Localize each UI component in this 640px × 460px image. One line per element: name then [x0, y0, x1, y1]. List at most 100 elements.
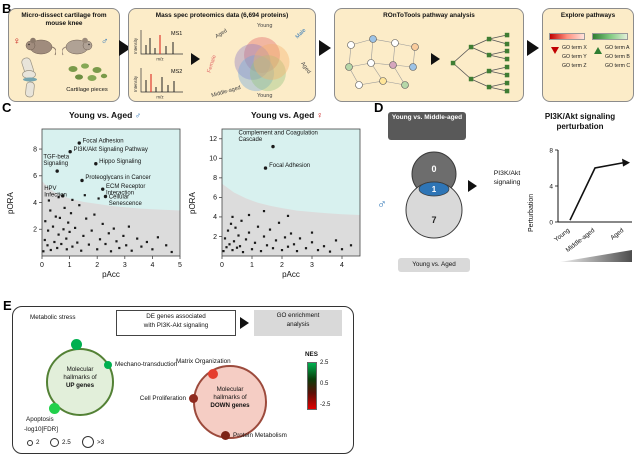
cell-proliferation-dot-icon — [189, 394, 198, 403]
massspec-title: Mass spec proteomics data (6,694 protein… — [155, 12, 289, 19]
svg-text:3: 3 — [123, 262, 127, 269]
svg-text:1: 1 — [250, 262, 254, 269]
cell-proliferation-label: Cell Proliferation — [139, 395, 186, 402]
scatter-left-title: Young vs. Aged ♂ — [68, 110, 142, 120]
massspec-arrow-icon — [191, 53, 200, 65]
svg-text:12: 12 — [209, 136, 217, 143]
mechano-label: Mechano-transduction — [115, 361, 178, 368]
matrix-dot-icon — [208, 369, 218, 379]
venn-count-bottom: 7 — [431, 215, 436, 225]
cartilage-caption: Cartilage pieces — [66, 87, 108, 93]
fdr-circle-small-icon — [27, 440, 33, 446]
svg-text:Focal Adhesion: Focal Adhesion — [269, 163, 310, 169]
left-y-axis-label: pORA — [6, 192, 15, 214]
svg-text:2: 2 — [213, 234, 217, 241]
metabolic-stress-label: Metabolic stress — [30, 314, 76, 321]
up-gradient-bar — [592, 33, 628, 40]
svg-text:4: 4 — [213, 214, 217, 221]
massspec-box: Mass spec proteomics data (6,694 protein… — [128, 8, 316, 102]
svg-text:6: 6 — [213, 195, 217, 202]
de-genes-box: DE genes associated with PI3K-Akt signal… — [116, 310, 236, 336]
workflow-arrow-3-icon — [527, 40, 539, 56]
pathway-arrow-icon — [431, 53, 440, 65]
svg-text:m/z: m/z — [156, 57, 164, 62]
scatter-plot-male: 0 1 2 3 4 5 2 4 6 8 pAcc Focal Adhesion PI3K/Akt Sig… — [33, 128, 182, 279]
down-hallmarks-circle: Molecular hallmarks of DOWN genes — [193, 365, 267, 439]
down-arrow-icon — [551, 47, 559, 54]
svg-text:0: 0 — [40, 262, 44, 269]
venn-label-young-bottom: Young — [257, 93, 273, 99]
svg-text:Intensity: Intensity — [133, 75, 138, 92]
protein-metabolism-label: Protein Metabolism — [233, 432, 287, 439]
svg-text:MS2: MS2 — [171, 69, 182, 75]
male-symbol: ♂ — [134, 110, 142, 120]
svg-text:pAcc: pAcc — [102, 270, 120, 279]
go-term: GO term C — [605, 63, 631, 69]
fdr-size-label: 2 — [36, 439, 40, 446]
svg-text:1: 1 — [68, 262, 72, 269]
metabolic-stress-dot-icon — [71, 339, 82, 350]
svg-text:2: 2 — [95, 262, 99, 269]
nes-tick: -2.5 — [320, 402, 331, 408]
panel-e-label: E — [3, 298, 12, 313]
workflow-arrow-2-icon — [319, 40, 331, 56]
male-symbol: ♂ — [377, 196, 387, 211]
svg-text:0: 0 — [549, 219, 553, 226]
perturbation-title: PI3K/Akt signaling perturbation — [544, 112, 616, 131]
go-term: GO term A — [605, 45, 630, 51]
svg-text:8: 8 — [549, 147, 553, 154]
female-symbol: ♀ — [316, 110, 324, 120]
go-term: GO term B — [605, 54, 630, 60]
apoptosis-label: Apoptosis — [26, 416, 54, 423]
svg-text:10: 10 — [209, 156, 217, 163]
svg-text:2: 2 — [33, 227, 37, 234]
young-vs-middle-box: Young vs. Middle-aged — [388, 112, 466, 140]
venn-label-young-top: Young — [257, 23, 273, 29]
svg-text:Hippo Signaling: Hippo Signaling — [99, 159, 141, 165]
go-term: GO term Z — [562, 63, 587, 69]
svg-text:3: 3 — [310, 262, 314, 269]
go-term: GO term X — [562, 45, 587, 51]
svg-text:Focal Adhesion: Focal Adhesion — [83, 138, 124, 144]
svg-text:MS1: MS1 — [171, 31, 182, 37]
matrix-organization-label: Matrix Organization — [176, 358, 231, 365]
down-gradient-bar — [549, 33, 585, 40]
svg-text:8: 8 — [213, 175, 217, 182]
panel-c-label: C — [2, 100, 12, 115]
svg-text:4: 4 — [340, 262, 344, 269]
cartilage-pieces-icon — [68, 63, 108, 81]
male-symbol: ♂ — [101, 36, 109, 47]
mouse-female-icon — [25, 37, 56, 56]
venn-count-top: 0 — [431, 164, 436, 174]
panel-d-label: D — [374, 100, 384, 115]
svg-text:Intensity: Intensity — [133, 37, 138, 54]
svg-text:pAcc: pAcc — [282, 270, 300, 279]
svg-text:m/z: m/z — [156, 95, 164, 100]
female-symbol: ♀ — [13, 36, 21, 47]
fdr-legend-label: -log10[FDR] — [24, 426, 58, 433]
svg-text:8: 8 — [33, 146, 37, 153]
nes-legend-label: NES — [305, 351, 318, 358]
venn-count-middle: 1 — [432, 185, 437, 194]
young-vs-aged-box: Young vs. Aged — [398, 258, 470, 272]
svg-text:Aged: Aged — [609, 227, 625, 242]
groups-venn-icon — [234, 37, 290, 92]
go-term: GO term Y — [562, 54, 587, 60]
scatter-right-title: Young vs. Aged ♀ — [250, 110, 324, 120]
mouse-male-icon — [62, 37, 93, 56]
pathway-network-icon — [345, 35, 419, 89]
svg-text:4: 4 — [549, 183, 553, 190]
pathway-analysis-title: ROnToTools pathway analysis — [383, 12, 475, 19]
knee-joint-icon — [21, 57, 37, 98]
pathway-analysis-box: ROnToTools pathway analysis — [334, 8, 524, 102]
nes-tick: 2.5 — [320, 360, 329, 366]
pathway-tree-icon — [450, 32, 510, 94]
nes-tick: 0.5 — [320, 381, 329, 387]
